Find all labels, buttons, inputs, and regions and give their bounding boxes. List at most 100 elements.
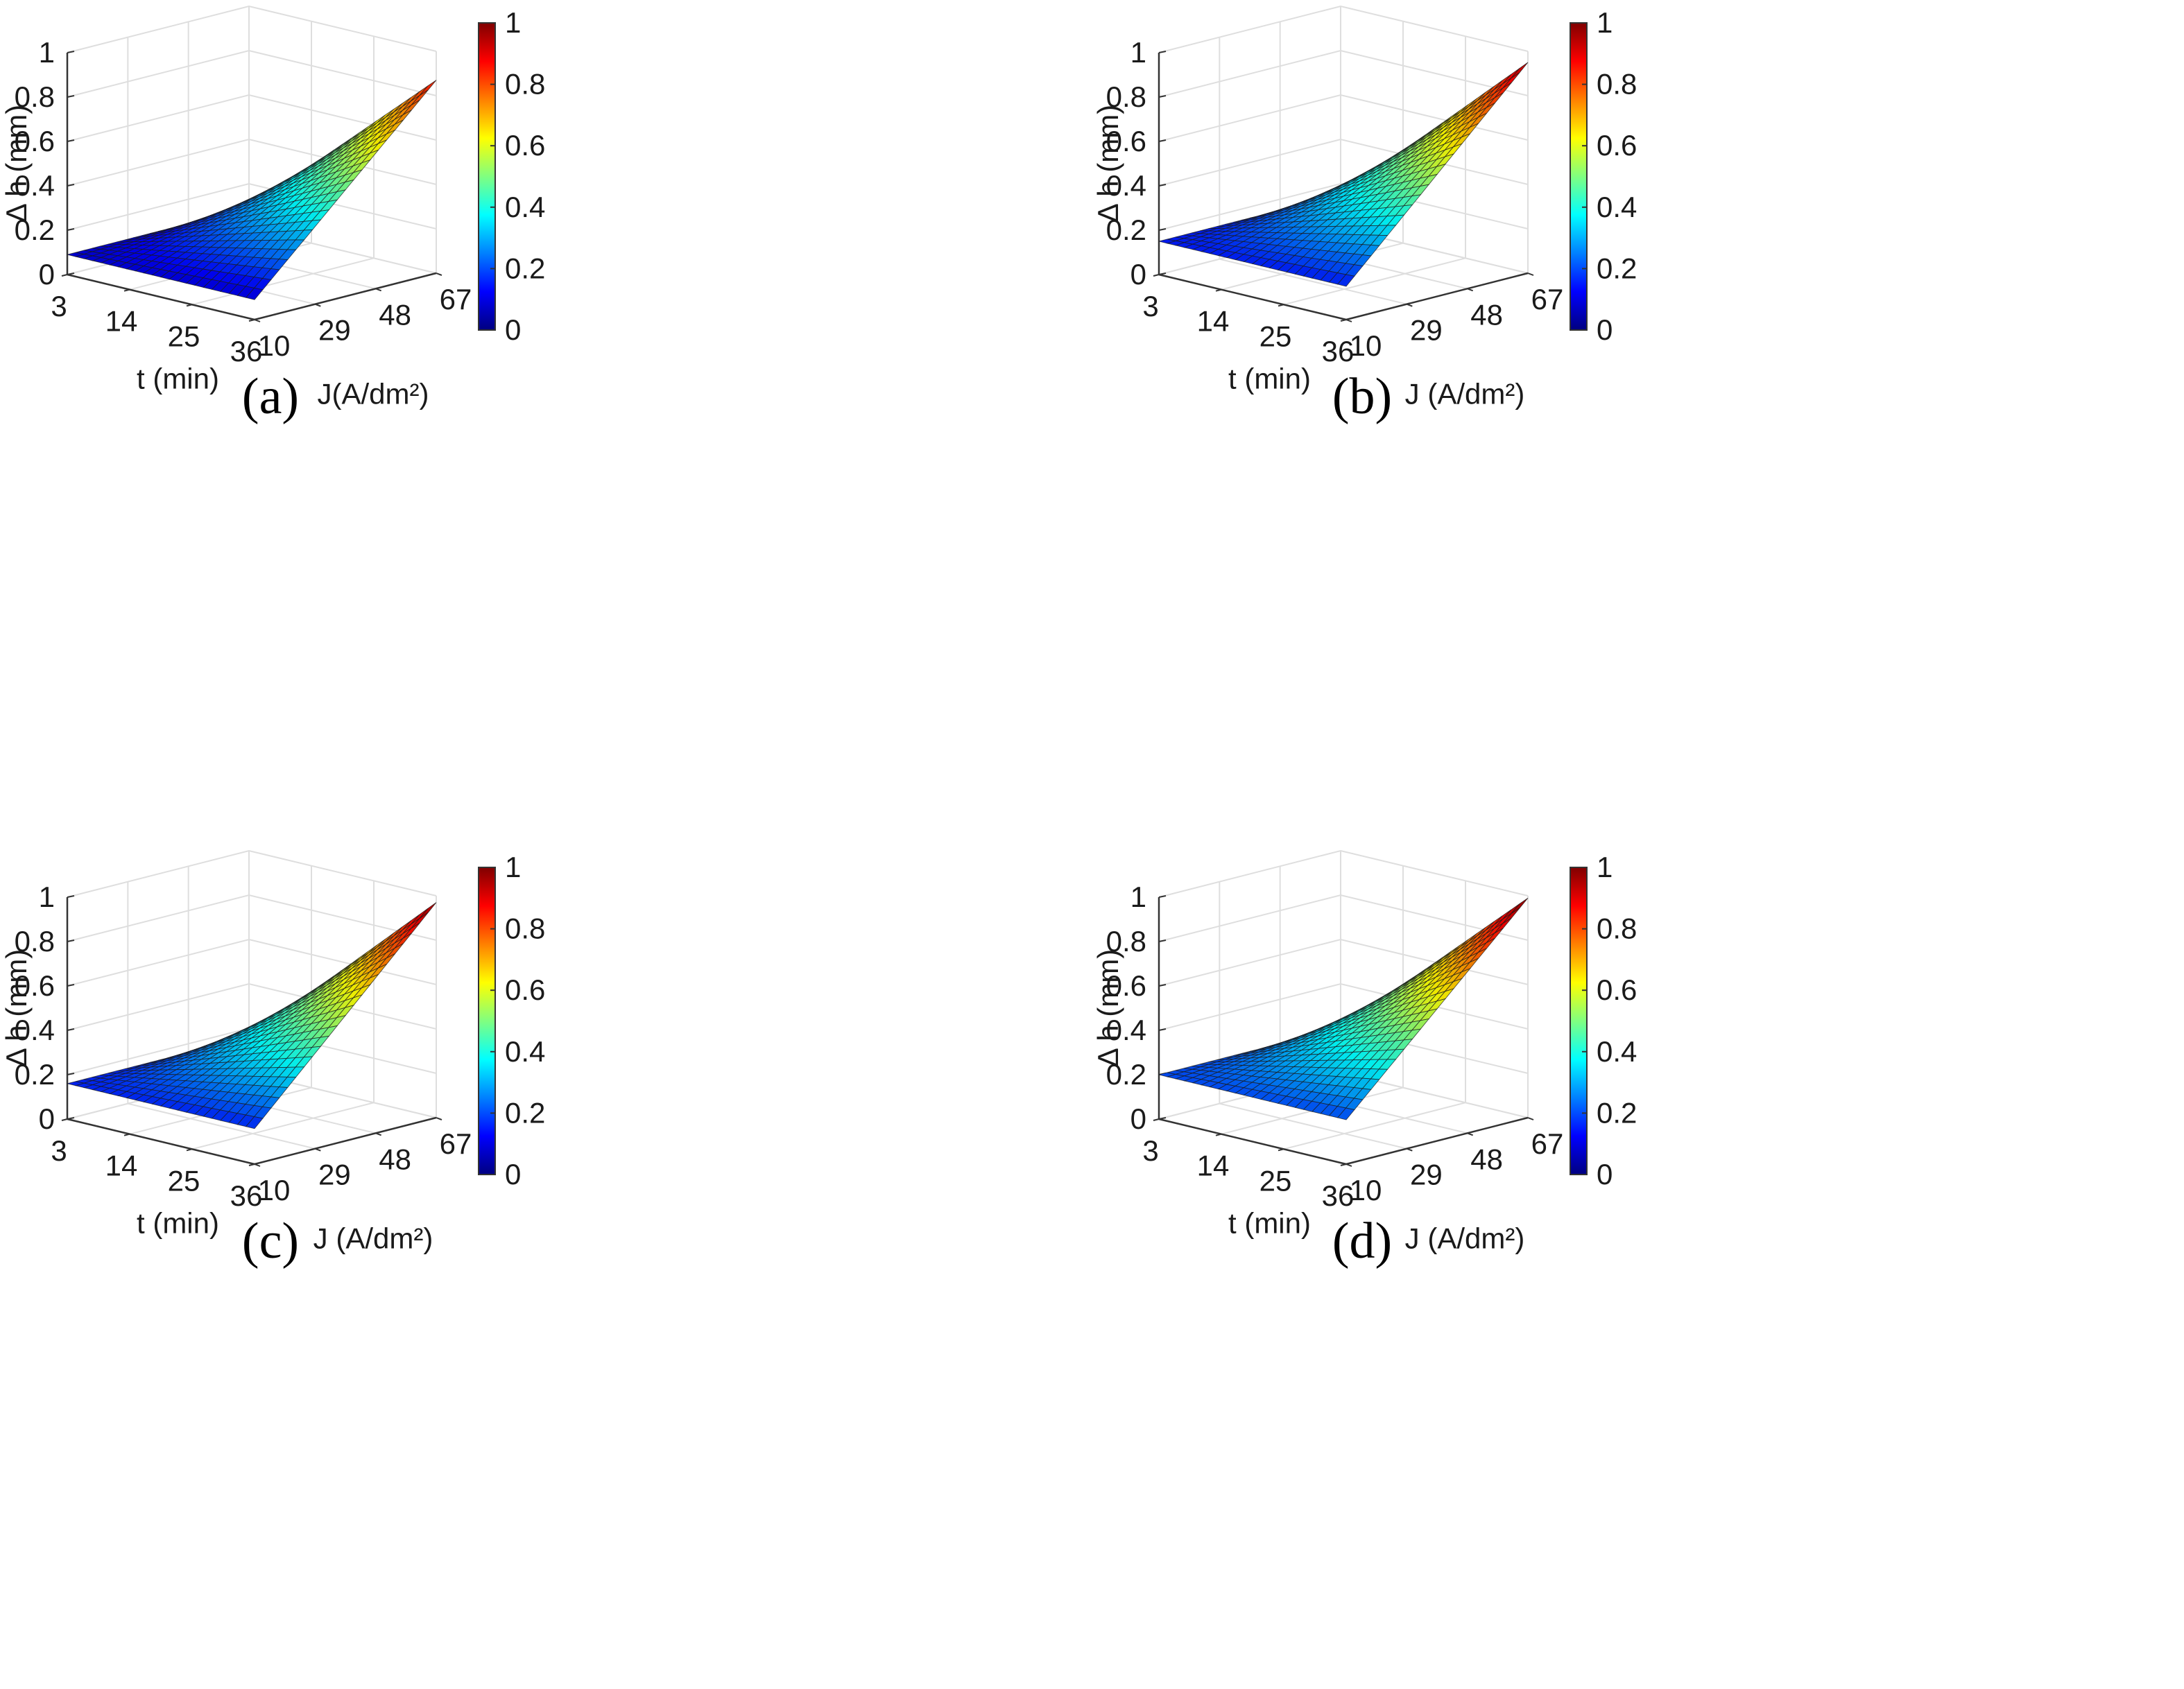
z-tick-mark bbox=[1158, 272, 1167, 275]
t-axis-label: t (min) bbox=[1228, 362, 1311, 395]
j-tick-mark bbox=[436, 1117, 442, 1120]
z-tick-label: 0 bbox=[1130, 1102, 1146, 1135]
grid-line-wall-z bbox=[1158, 849, 1529, 898]
colorbar: 0 0.2 0.4 0.6 0.8 1 bbox=[1570, 6, 1637, 346]
colorbar-tick-label: 0.4 bbox=[505, 1035, 545, 1068]
t-tick-mark bbox=[1215, 288, 1222, 292]
z-axis-label: Δ h (mm) bbox=[0, 949, 33, 1067]
grid-line-wall-z bbox=[1158, 5, 1529, 53]
z-tick-mark bbox=[67, 228, 75, 231]
t-axis-label: t (min) bbox=[1228, 1206, 1311, 1239]
z-tick-mark bbox=[1158, 51, 1167, 53]
t-tick-label: 14 bbox=[1197, 1150, 1230, 1182]
colorbar-tick-label: 0 bbox=[505, 313, 521, 346]
j-tick-label: 29 bbox=[318, 1159, 351, 1191]
t-axis-label: t (min) bbox=[137, 1206, 219, 1239]
grid-line-floor-t bbox=[191, 257, 375, 306]
grid-line-floor-j bbox=[1219, 258, 1407, 305]
colorbar-tick-label: 0.2 bbox=[1597, 1096, 1637, 1129]
z-tick-mark bbox=[1158, 939, 1167, 942]
z-tick-label: 0.6 bbox=[1106, 125, 1146, 157]
colorbar: 0 0.2 0.4 0.6 0.8 1 bbox=[1570, 851, 1637, 1190]
colorbar-tick-label: 0.2 bbox=[505, 252, 545, 284]
j-tick-mark bbox=[314, 303, 321, 307]
t-tick-label: 25 bbox=[168, 1164, 200, 1197]
j-tick-label: 48 bbox=[379, 298, 411, 331]
t-tick-mark bbox=[123, 1133, 130, 1136]
t-tick-label: 14 bbox=[105, 305, 138, 338]
t-tick-mark bbox=[1153, 1118, 1160, 1121]
z-tick-label: 0 bbox=[39, 258, 55, 291]
surface-patch bbox=[419, 902, 437, 919]
colorbar-tick-label: 1 bbox=[1597, 851, 1613, 883]
z-tick-label: 1 bbox=[39, 881, 55, 913]
t-tick-label: 3 bbox=[1142, 1134, 1158, 1167]
grid-line-wall-z bbox=[1158, 49, 1529, 98]
j-tick-label: 10 bbox=[258, 1174, 291, 1206]
surface-patch bbox=[245, 287, 264, 300]
colorbar-tick-label: 0.4 bbox=[505, 191, 545, 223]
surface-patch bbox=[1336, 1107, 1355, 1120]
z-tick-mark bbox=[67, 1117, 75, 1120]
colorbar-tick-label: 0.6 bbox=[505, 973, 545, 1006]
panel-d: 0 0.2 0.4 0.6 0.8 1 3 14 25 36 10 29 48 67 Δ h (mm) t (… bbox=[1092, 844, 2183, 1689]
grid-line-floor-t bbox=[1283, 257, 1466, 306]
t-tick-mark bbox=[123, 288, 130, 292]
z-tick-mark bbox=[67, 272, 75, 275]
j-tick-mark bbox=[375, 288, 382, 292]
j-tick-label: 48 bbox=[1470, 1143, 1503, 1175]
j-tick-mark bbox=[1345, 319, 1352, 322]
colorbar: 0 0.2 0.4 0.6 0.8 1 bbox=[478, 6, 545, 346]
z-tick-mark bbox=[67, 184, 75, 187]
panel-label: (c) bbox=[242, 1213, 299, 1270]
z-tick-label: 0 bbox=[39, 1102, 55, 1135]
j-tick-label: 48 bbox=[1470, 298, 1503, 331]
z-tick-label: 0.8 bbox=[1106, 80, 1146, 113]
z-tick-label: 0.6 bbox=[1106, 969, 1146, 1002]
surface-patch bbox=[1336, 274, 1355, 287]
z-tick-label: 0.2 bbox=[15, 1058, 55, 1091]
t-tick-label: 14 bbox=[1197, 305, 1230, 338]
t-tick-label: 36 bbox=[1322, 335, 1355, 367]
j-axis-line bbox=[254, 272, 437, 321]
colorbar-tick-label: 0.2 bbox=[1597, 252, 1637, 284]
j-tick-label: 67 bbox=[440, 1127, 472, 1160]
t-tick-label: 25 bbox=[168, 320, 200, 352]
j-axis-line bbox=[254, 1116, 437, 1166]
t-tick-mark bbox=[1278, 1148, 1284, 1152]
z-tick-label: 0.4 bbox=[1106, 1014, 1146, 1046]
t-tick-mark bbox=[1215, 1133, 1222, 1136]
grid-line-floor-t bbox=[191, 1102, 375, 1150]
grid-line-wall-z bbox=[67, 5, 437, 53]
grid-line-floor-j bbox=[128, 1102, 316, 1150]
surface-patch bbox=[1511, 897, 1529, 915]
t-tick-mark bbox=[1153, 274, 1160, 277]
z-tick-mark bbox=[67, 984, 75, 987]
j-tick-label: 10 bbox=[258, 329, 291, 362]
colorbar-gradient bbox=[478, 867, 496, 1175]
grid-line-wall-z bbox=[67, 982, 437, 1031]
z-tick-label: 0.2 bbox=[1106, 214, 1146, 246]
grid-line-wall-z bbox=[1158, 138, 1529, 187]
j-axis-line bbox=[1345, 272, 1529, 321]
panel-b: 0 0.2 0.4 0.6 0.8 1 3 14 25 36 10 29 48 67 Δ h (mm) t (… bbox=[1092, 0, 2183, 844]
z-tick-mark bbox=[1158, 95, 1167, 98]
z-tick-mark bbox=[67, 895, 75, 898]
surface-mesh bbox=[67, 80, 437, 300]
z-axis-label: Δ h (mm) bbox=[1092, 105, 1124, 223]
z-tick-mark bbox=[67, 1073, 75, 1075]
j-tick-label: 29 bbox=[318, 314, 351, 347]
j-tick-mark bbox=[1467, 1132, 1474, 1136]
surface-patch bbox=[245, 1116, 264, 1129]
j-tick-label: 29 bbox=[1410, 1159, 1443, 1191]
z-tick-mark bbox=[1158, 139, 1167, 142]
j-axis-label: J (A/dm²) bbox=[313, 1222, 433, 1255]
j-tick-label: 67 bbox=[1531, 283, 1564, 315]
t-tick-label: 3 bbox=[51, 1134, 67, 1167]
